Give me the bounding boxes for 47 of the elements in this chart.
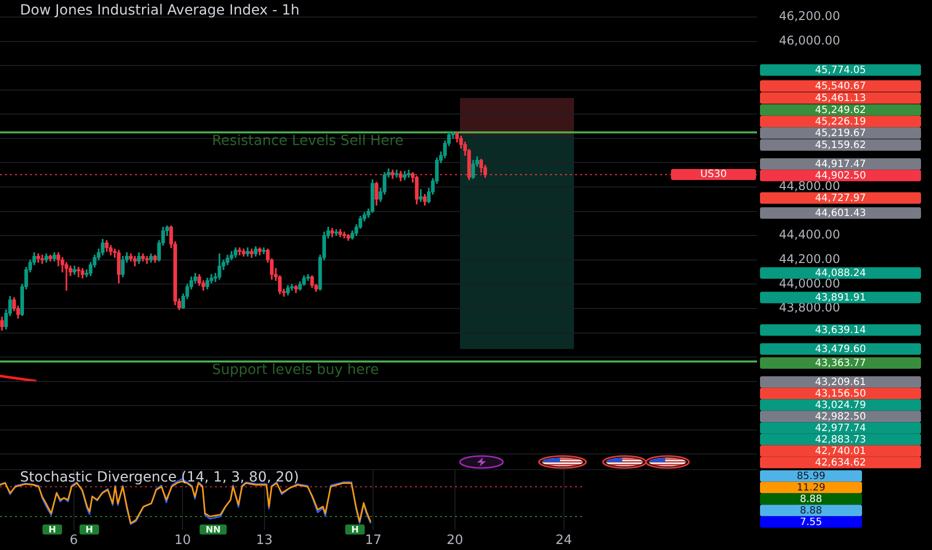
- y-tick-label: 46,000.00: [779, 33, 840, 48]
- text: 42,634.62: [815, 458, 866, 469]
- text: 43,024.79: [815, 400, 866, 412]
- text: 43,156.50: [815, 388, 866, 400]
- text: 11.29: [796, 482, 826, 494]
- text: 45,540.67: [815, 81, 866, 92]
- annotation: H: [86, 525, 94, 536]
- text: 43,639.14: [815, 325, 866, 336]
- annotation: NN: [206, 525, 221, 536]
- text: 45,159.62: [815, 140, 866, 152]
- y-tick-label: 44,400.00: [779, 228, 840, 242]
- annotation: H: [351, 525, 359, 536]
- ref-line-label: Resistance Levels Sell Here: [212, 133, 404, 150]
- text: 8.88: [800, 494, 822, 506]
- text: 44,917.47: [815, 159, 866, 170]
- y-tick-label: 44,800.00: [779, 179, 840, 194]
- x-tick-label: 10: [174, 533, 191, 548]
- text: 85.99: [796, 471, 826, 482]
- text: 45,774.05: [815, 65, 866, 76]
- symbol-tag: US30: [671, 168, 756, 180]
- chart-title: Stochastic Divergence (14, 1, 3, 80, 20): [20, 470, 299, 486]
- text: 44,902.50: [815, 170, 866, 182]
- x-tick-label: 6: [70, 533, 78, 548]
- y-tick-label: 44,200.00: [779, 252, 840, 266]
- y-tick-label: 46,200.00: [779, 9, 840, 24]
- x-tick-label: 24: [555, 533, 572, 548]
- text: 42,883.73: [815, 434, 866, 446]
- text: 45,461.13: [815, 93, 866, 104]
- text: 43,479.60: [815, 344, 866, 356]
- text: 8.88: [800, 506, 822, 517]
- text: 43,209.61: [815, 377, 866, 388]
- x-tick-label: 17: [364, 533, 382, 548]
- text: 42,977.74: [815, 423, 866, 434]
- text: 42,740.01: [815, 446, 866, 458]
- text: 44,601.43: [815, 208, 866, 220]
- text: 43,363.77: [815, 358, 866, 370]
- x-tick-label: 13: [256, 533, 273, 548]
- text: 42,982.50: [815, 412, 866, 423]
- text: 45,249.62: [815, 105, 866, 116]
- x-tick-label: 20: [446, 533, 464, 548]
- annotation: H: [48, 525, 56, 536]
- text: 7.55: [800, 517, 822, 528]
- text: 45,219.67: [815, 128, 866, 140]
- ref-line-label: Support levels buy here: [212, 362, 379, 378]
- text: 45,226.19: [815, 116, 866, 128]
- chart-title: Dow Jones Industrial Average Index - 1h: [20, 2, 300, 19]
- text: 44,727.97: [815, 193, 866, 204]
